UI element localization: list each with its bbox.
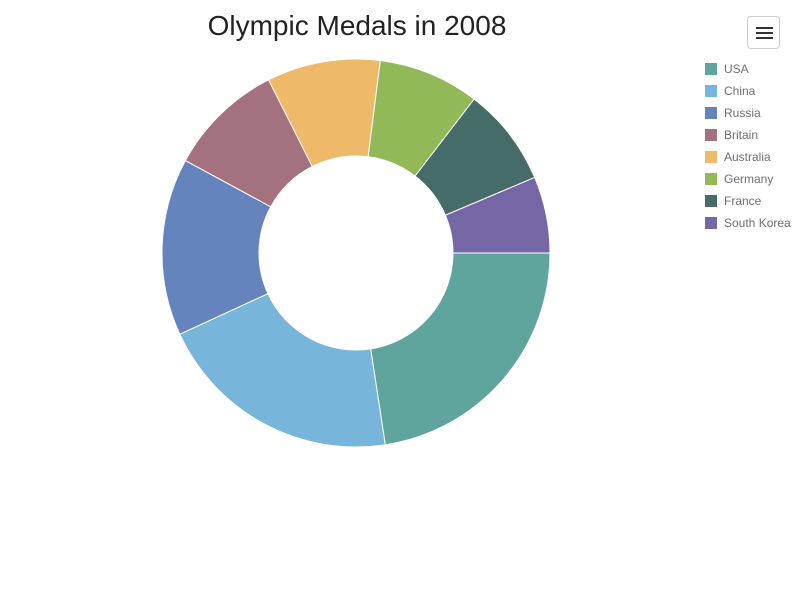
legend-swatch bbox=[705, 107, 717, 119]
legend-swatch bbox=[705, 217, 717, 229]
slice-china[interactable] bbox=[179, 292, 386, 448]
legend-item-australia[interactable]: Australia bbox=[705, 146, 800, 168]
hamburger-menu-icon-line bbox=[756, 32, 773, 34]
hamburger-menu-icon-line bbox=[756, 37, 773, 39]
legend-label: Germany bbox=[724, 172, 774, 186]
hamburger-menu-icon bbox=[756, 27, 773, 29]
slice-usa[interactable] bbox=[370, 252, 551, 446]
legend-swatch bbox=[705, 195, 717, 207]
chart-legend: USA China Russia Britain Australia Germany Fra… bbox=[705, 58, 800, 234]
legend-swatch bbox=[705, 85, 717, 97]
legend-label: China bbox=[724, 84, 756, 98]
legend-swatch bbox=[705, 173, 717, 185]
legend-label: Britain bbox=[724, 128, 759, 142]
legend-item-usa[interactable]: USA bbox=[705, 58, 800, 80]
legend-item-china[interactable]: China bbox=[705, 80, 800, 102]
slice-south-korea[interactable] bbox=[444, 176, 551, 254]
legend-label: France bbox=[724, 194, 762, 208]
legend-swatch bbox=[705, 151, 717, 163]
legend-label: USA bbox=[724, 62, 749, 76]
chart-menu-button[interactable] bbox=[747, 16, 780, 49]
legend-label: Australia bbox=[724, 150, 771, 164]
legend-item-france[interactable]: France bbox=[705, 190, 800, 212]
legend-swatch bbox=[705, 63, 717, 75]
chart-title: Olympic Medals in 2008 bbox=[207, 10, 507, 41]
legend-item-britain[interactable]: Britain bbox=[705, 124, 800, 146]
legend-item-russia[interactable]: Russia bbox=[705, 102, 800, 124]
legend-label: Russia bbox=[724, 106, 761, 120]
legend-label: South Korea bbox=[724, 216, 791, 230]
legend-item-south-korea[interactable]: South Korea bbox=[705, 212, 800, 234]
slice-russia[interactable] bbox=[161, 159, 272, 335]
legend-item-germany[interactable]: Germany bbox=[705, 168, 800, 190]
legend-swatch bbox=[705, 129, 717, 141]
